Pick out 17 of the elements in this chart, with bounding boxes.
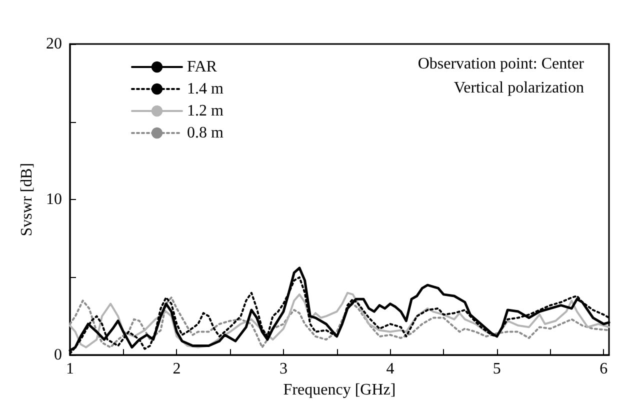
legend-label: 1.2 m: [187, 102, 224, 120]
x-tick-label: 4: [386, 360, 394, 378]
y-axis-title: Svswr [dB]: [18, 162, 36, 236]
x-tick-label: 3: [279, 360, 288, 378]
legend-label: 1.4 m: [187, 80, 224, 98]
x-tick-label: 1: [66, 360, 74, 378]
x-tick-label: 5: [492, 360, 501, 378]
annotation: Observation point: Center: [418, 56, 585, 72]
y-tick-label: 20: [46, 36, 62, 52]
x-tick-label: 2: [172, 360, 181, 378]
x-axis-title: Frequency [GHz]: [283, 382, 396, 398]
x-tick-label: 6: [600, 360, 608, 378]
legend-label: FAR: [187, 58, 218, 76]
annotation: Vertical polarization: [454, 80, 584, 96]
y-tick-label: 10: [46, 191, 62, 208]
y-tick-label: 0: [54, 346, 62, 364]
legend-label: 0.8 m: [187, 124, 224, 142]
